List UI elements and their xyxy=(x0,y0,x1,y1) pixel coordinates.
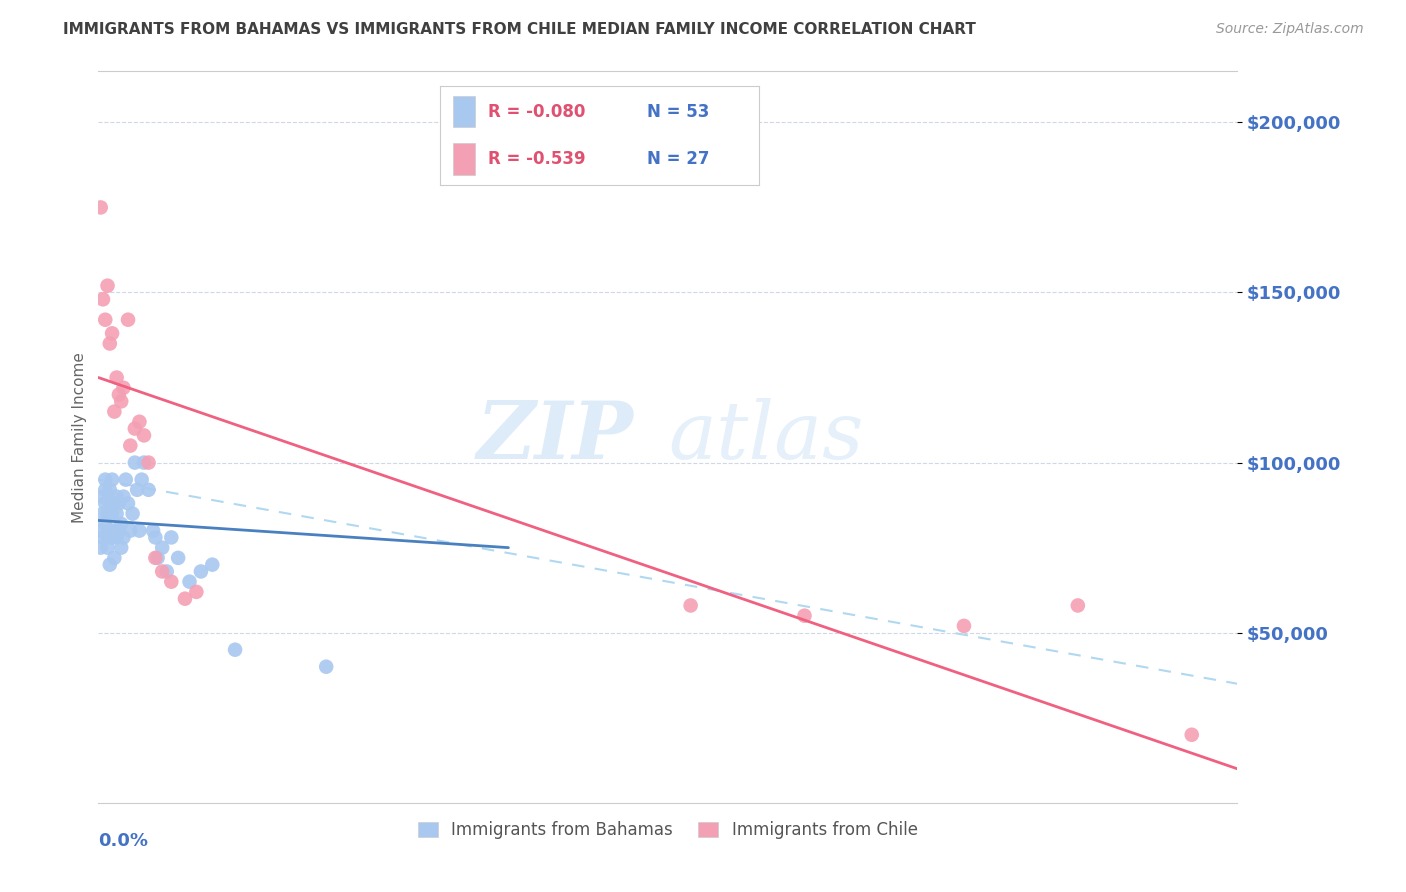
Point xyxy=(1067,599,1090,613)
Point xyxy=(101,507,124,521)
Point xyxy=(224,642,246,657)
Point xyxy=(98,483,121,497)
Point xyxy=(156,565,179,579)
Point xyxy=(96,541,118,555)
Point xyxy=(94,516,117,531)
Point xyxy=(179,574,201,589)
Point xyxy=(112,381,135,395)
Point xyxy=(108,387,131,401)
Point xyxy=(91,293,114,307)
Point xyxy=(120,439,142,453)
Point xyxy=(103,404,125,418)
Text: 0.0%: 0.0% xyxy=(98,832,149,850)
Point xyxy=(142,524,165,538)
Point xyxy=(96,531,118,545)
Point xyxy=(110,541,132,555)
Point xyxy=(108,496,131,510)
Point xyxy=(124,421,146,435)
Point xyxy=(132,456,155,470)
Point xyxy=(101,531,124,545)
Point xyxy=(1181,728,1204,742)
Point xyxy=(127,483,149,497)
Point xyxy=(101,326,124,341)
Point xyxy=(117,496,139,510)
Point xyxy=(190,565,212,579)
Point xyxy=(953,619,976,633)
Point xyxy=(94,312,117,326)
Point xyxy=(138,483,160,497)
Point xyxy=(150,565,173,579)
Point xyxy=(94,473,117,487)
Point xyxy=(94,496,117,510)
Point xyxy=(98,496,121,510)
Point xyxy=(105,531,128,545)
Y-axis label: Median Family Income: Median Family Income xyxy=(72,351,87,523)
Point xyxy=(91,490,114,504)
Point xyxy=(124,456,146,470)
Point xyxy=(90,541,112,555)
Text: Source: ZipAtlas.com: Source: ZipAtlas.com xyxy=(1216,22,1364,37)
Point xyxy=(90,201,112,215)
Point xyxy=(679,599,702,613)
Point xyxy=(145,550,167,565)
Point xyxy=(110,394,132,409)
Legend: Immigrants from Bahamas, Immigrants from Chile: Immigrants from Bahamas, Immigrants from… xyxy=(412,814,924,846)
Point xyxy=(103,524,125,538)
Point xyxy=(112,531,135,545)
Point xyxy=(91,507,114,521)
Point xyxy=(174,591,197,606)
Point xyxy=(117,312,139,326)
Point xyxy=(160,531,183,545)
Point xyxy=(114,473,136,487)
Point xyxy=(793,608,815,623)
Point xyxy=(108,524,131,538)
Point xyxy=(120,524,142,538)
Text: atlas: atlas xyxy=(668,399,863,475)
Text: ZIP: ZIP xyxy=(477,399,634,475)
Point xyxy=(98,336,121,351)
Point xyxy=(90,524,112,538)
Point xyxy=(131,473,153,487)
Point xyxy=(110,516,132,531)
Point xyxy=(112,490,135,504)
Point xyxy=(91,531,114,545)
Point xyxy=(98,524,121,538)
Point xyxy=(103,550,125,565)
Point xyxy=(105,507,128,521)
Point xyxy=(146,550,169,565)
Point xyxy=(128,415,150,429)
Point xyxy=(160,574,183,589)
Point xyxy=(132,428,155,442)
Point xyxy=(167,550,190,565)
Point xyxy=(96,507,118,521)
Text: IMMIGRANTS FROM BAHAMAS VS IMMIGRANTS FROM CHILE MEDIAN FAMILY INCOME CORRELATIO: IMMIGRANTS FROM BAHAMAS VS IMMIGRANTS FR… xyxy=(63,22,976,37)
Point xyxy=(201,558,224,572)
Point xyxy=(105,370,128,384)
Point xyxy=(101,473,124,487)
Point xyxy=(128,524,150,538)
Point xyxy=(145,531,167,545)
Point xyxy=(150,541,173,555)
Point xyxy=(105,490,128,504)
Point xyxy=(96,278,118,293)
Point xyxy=(121,507,143,521)
Point xyxy=(315,659,337,673)
Point xyxy=(98,558,121,572)
Point xyxy=(103,496,125,510)
Point xyxy=(94,483,117,497)
Point xyxy=(186,585,208,599)
Point xyxy=(138,456,160,470)
